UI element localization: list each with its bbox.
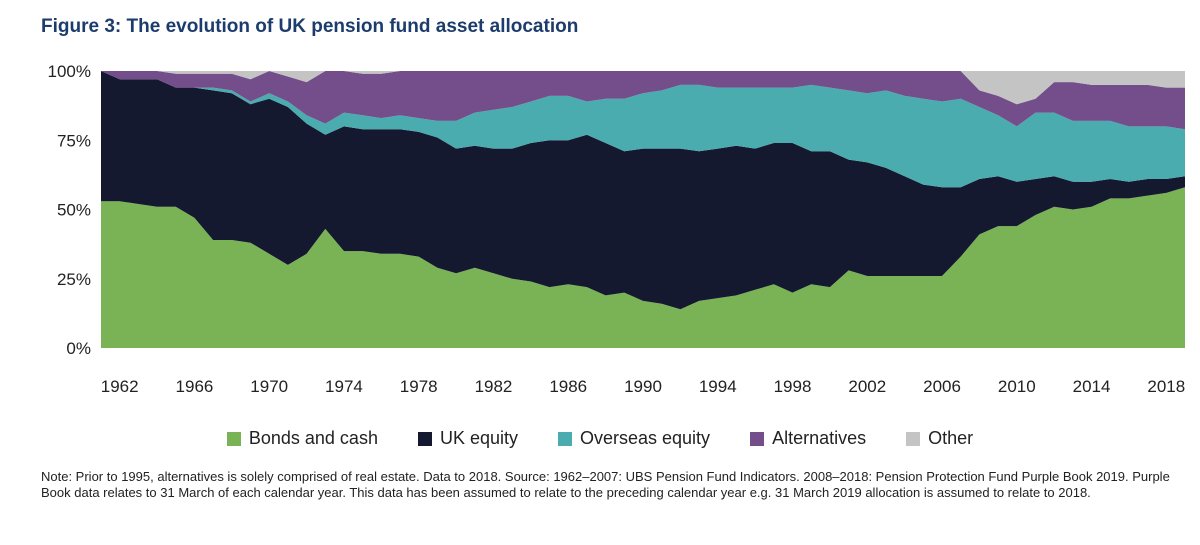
area-series-alternatives [101,71,1185,130]
area-series-other [101,71,1185,105]
legend-swatch [906,431,921,446]
x-tick-label: 2006 [923,377,961,396]
x-tick-label: 1990 [624,377,662,396]
x-tick-label: 2018 [1147,377,1185,396]
legend: Bonds and cash UK equity Overseas equity Al… [0,428,1200,449]
legend-swatch [558,431,572,446]
legend-swatch [750,431,765,446]
area-series-overseas-equity [101,71,1185,188]
legend-item: Alternatives [750,428,866,449]
x-tick-label: 1998 [774,377,812,396]
x-tick-label: 2010 [998,377,1036,396]
y-tick-label: 100% [48,62,91,81]
legend-label: Overseas equity [580,428,711,448]
legend-swatch [226,431,241,446]
legend-label: UK equity [439,428,518,448]
y-tick-label: 25% [57,270,91,289]
x-tick-label: 1966 [176,377,214,396]
y-axis-ticks: 0% 25% 50% 75% 100% [48,62,91,358]
legend-item: Other [906,428,973,449]
x-tick-label: 1978 [400,377,438,396]
x-tick-label: 2014 [1073,377,1111,396]
x-tick-label: 1962 [101,377,139,396]
x-tick-label: 1986 [549,377,587,396]
legend-label: Bonds and cash [248,428,378,448]
x-tick-label: 1982 [475,377,513,396]
y-tick-label: 50% [57,201,91,220]
area-series-bonds-and-cash [101,187,1185,348]
area-series-uk-equity [101,71,1185,310]
chart-areas [101,71,1185,348]
legend-label: Alternatives [772,428,867,448]
legend-swatch [417,431,432,446]
stacked-area-chart: 0% 25% 50% 75% 100% 1962 1966 1970 1974 1978 1982… [48,62,1186,396]
legend-item: UK equity [417,428,518,449]
legend-label: Other [928,428,974,448]
x-tick-label: 1974 [325,377,363,396]
x-tick-label: 2002 [848,377,886,396]
x-axis-ticks: 1962 1966 1970 1974 1978 1982 1986 1990 1994 1998… [101,377,1185,396]
x-tick-label: 1970 [250,377,288,396]
y-tick-label: 0% [66,339,91,358]
legend-item: Bonds and cash [226,428,378,449]
x-tick-label: 1994 [699,377,737,396]
legend-item: Overseas equity [558,428,710,449]
figure-note: Note: Prior to 1995, alternatives is sol… [41,469,1170,500]
figure-title: Figure 3: The evolution of UK pension fu… [41,16,579,37]
y-tick-label: 75% [57,131,91,150]
